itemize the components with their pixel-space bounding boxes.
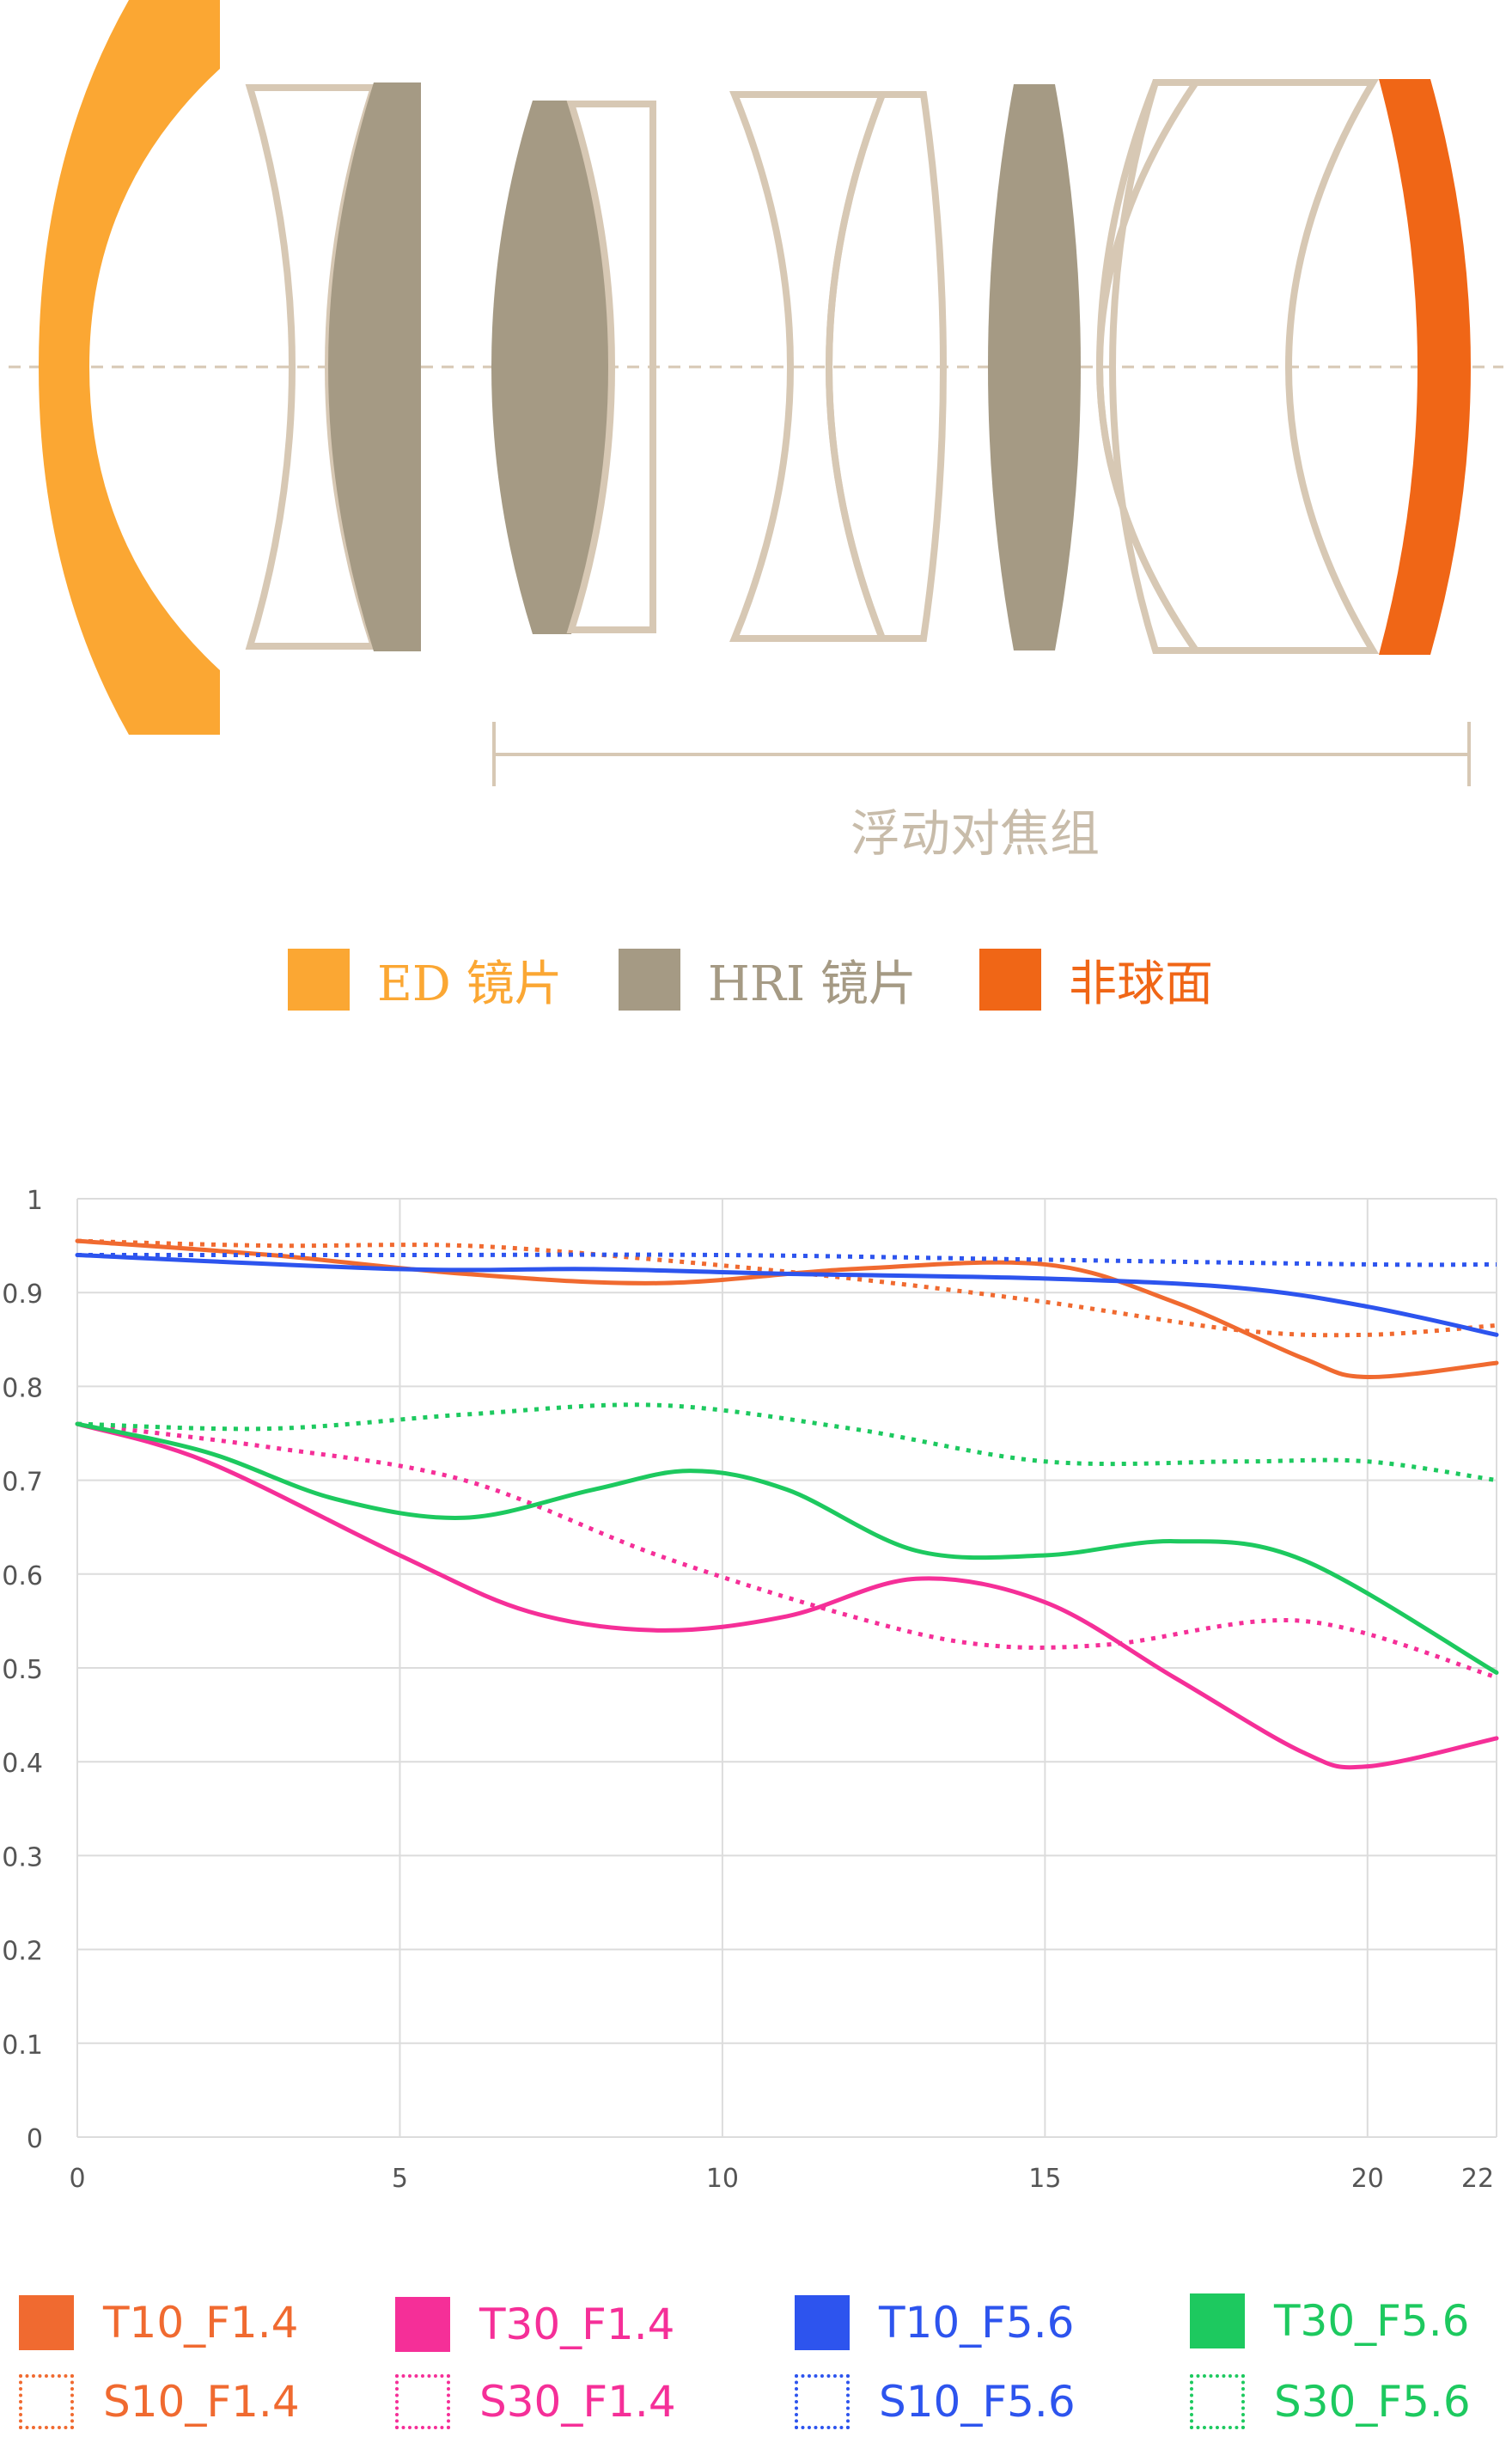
y-tick-label: 0.2 bbox=[2, 1937, 43, 1967]
hri-lens-element-3 bbox=[988, 84, 1081, 650]
series-line-t30-f1-4 bbox=[75, 1421, 1499, 1770]
legend-label-ed: ED 镜片 bbox=[377, 956, 563, 1012]
legend-item-s10-f14: S10_F1.4 bbox=[19, 2372, 300, 2432]
x-axis-ticks: 0 5 10 15 20 22 bbox=[69, 2164, 1494, 2191]
legend-swatch-s30-f56 bbox=[1190, 2374, 1245, 2429]
chart-grid bbox=[76, 1198, 1497, 2138]
legend-label-s10-f56: S10_F5.6 bbox=[879, 2377, 1076, 2427]
x-tick-label: 20 bbox=[1351, 2164, 1384, 2191]
legend-swatch-s30-f14 bbox=[395, 2374, 450, 2429]
aspherical-lens-element bbox=[1379, 79, 1471, 655]
floating-focus-group-label: 浮动对焦组 bbox=[850, 804, 1100, 859]
legend-swatch-s10-f56 bbox=[795, 2374, 850, 2429]
lens-diagram: 浮动对焦组 bbox=[9, 0, 1503, 859]
y-tick-label: 0.3 bbox=[2, 1842, 43, 1872]
legend-item-t10-f14: T10_F1.4 bbox=[19, 2293, 298, 2353]
legend-swatch-t30-f14 bbox=[395, 2297, 450, 2352]
y-tick-label: 0.5 bbox=[2, 1655, 43, 1685]
convex-lens-element-1 bbox=[566, 101, 656, 633]
legend-label-s30-f14: S30_F1.4 bbox=[479, 2377, 676, 2427]
legend-item-t30-f14: T30_F1.4 bbox=[395, 2294, 674, 2354]
legend-item-s10-f56: S10_F5.6 bbox=[795, 2372, 1076, 2432]
series-line-s30-f5-6 bbox=[76, 1402, 1497, 1483]
x-tick-label: 10 bbox=[706, 2164, 739, 2191]
chart-series bbox=[75, 1238, 1499, 1770]
floating-focus-bracket bbox=[492, 722, 1471, 786]
legend-item-t30-f56: T30_F5.6 bbox=[1190, 2291, 1469, 2351]
legend-item-hri: HRI 镜片 bbox=[619, 945, 917, 1014]
y-tick-label: 0.9 bbox=[2, 1280, 43, 1310]
hri-swatch bbox=[619, 949, 680, 1011]
legend-label-hri: HRI 镜片 bbox=[708, 956, 917, 1012]
legend-label-aspherical: 非球面 bbox=[1069, 956, 1213, 1012]
series-line-t10-f5-6 bbox=[75, 1253, 1499, 1337]
legend-item-s30-f14: S30_F1.4 bbox=[395, 2372, 676, 2432]
convex-lens-element-2 bbox=[825, 91, 948, 642]
series-line-t10-f1-4 bbox=[75, 1238, 1499, 1379]
legend-swatch-t10-f56 bbox=[795, 2295, 850, 2350]
y-tick-label: 0.6 bbox=[2, 1561, 43, 1591]
legend-label-t30-f56: T30_F5.6 bbox=[1274, 2296, 1470, 2346]
legend-item-s30-f56: S30_F5.6 bbox=[1190, 2372, 1471, 2432]
y-tick-label: 1 bbox=[27, 1186, 43, 1216]
legend-swatch-s10-f14 bbox=[19, 2374, 74, 2429]
series-line-t30-f5-6 bbox=[75, 1421, 1499, 1675]
y-tick-label: 0 bbox=[27, 2124, 43, 2154]
aspherical-swatch bbox=[979, 949, 1041, 1011]
legend-item-aspherical: 非球面 bbox=[979, 945, 1213, 1014]
legend-swatch-t30-f56 bbox=[1190, 2293, 1245, 2348]
x-tick-label: 22 bbox=[1461, 2164, 1494, 2191]
y-tick-label: 0.4 bbox=[2, 1749, 43, 1779]
series-legend: T10_F1.4 S10_F1.4 T30_F1.4 S30_F1.4 T10_… bbox=[0, 2286, 1512, 2443]
y-tick-label: 0.1 bbox=[2, 2031, 43, 2061]
hri-lens-element-1 bbox=[328, 82, 421, 651]
y-tick-label: 0.7 bbox=[2, 1468, 43, 1498]
legend-label-t10-f56: T10_F5.6 bbox=[879, 2298, 1075, 2348]
ed-lens-element bbox=[39, 0, 220, 735]
x-tick-label: 15 bbox=[1028, 2164, 1061, 2191]
lens-type-legend: ED 镜片 HRI 镜片 非球面 bbox=[0, 945, 1512, 1014]
series-line-s30-f1-4 bbox=[76, 1421, 1497, 1680]
legend-item-t10-f56: T10_F5.6 bbox=[795, 2293, 1074, 2353]
legend-label-t10-f14: T10_F1.4 bbox=[103, 2298, 299, 2348]
legend-swatch-t10-f14 bbox=[19, 2295, 74, 2350]
hri-lens-element-2 bbox=[491, 101, 612, 634]
x-tick-label: 5 bbox=[392, 2164, 408, 2191]
ed-swatch bbox=[288, 949, 350, 1011]
mtf-chart: 0 0.1 0.2 0.3 0.4 0.5 0.6 0.7 0.8 0.9 1 0 5 10 15 20 22 bbox=[2, 1186, 1499, 2191]
legend-label-s10-f14: S10_F1.4 bbox=[103, 2377, 300, 2427]
y-tick-label: 0.8 bbox=[2, 1373, 43, 1403]
legend-item-ed: ED 镜片 bbox=[288, 945, 563, 1014]
series-line-s10-f5-6 bbox=[77, 1252, 1497, 1267]
concave-lens-element-3 bbox=[1095, 79, 1380, 654]
x-tick-label: 0 bbox=[69, 2164, 85, 2191]
legend-label-s30-f56: S30_F5.6 bbox=[1274, 2377, 1471, 2427]
y-axis-ticks: 0 0.1 0.2 0.3 0.4 0.5 0.6 0.7 0.8 0.9 1 bbox=[2, 1186, 43, 2154]
legend-label-t30-f14: T30_F1.4 bbox=[479, 2299, 675, 2349]
